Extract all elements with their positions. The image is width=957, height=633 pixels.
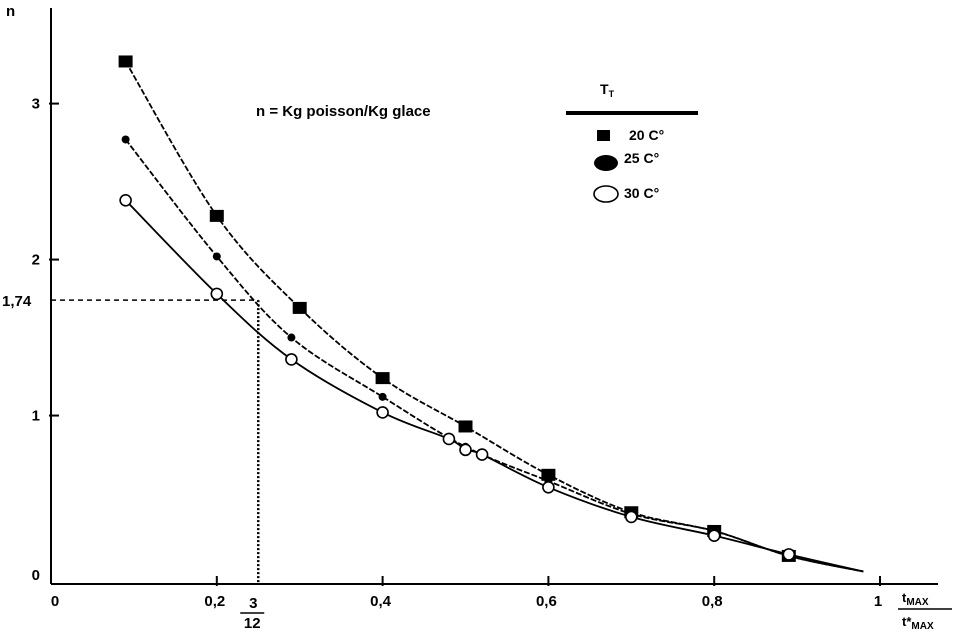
annotation-text: n = Kg poisson/Kg glace — [256, 103, 431, 120]
series-2-point-3 — [287, 333, 296, 342]
series-3-point-10 — [707, 529, 721, 542]
series-1-point-1 — [118, 55, 133, 68]
x-tick-label-5: 1 — [874, 593, 882, 610]
x-tick-label-4: 0,8 — [702, 593, 723, 610]
series-3-point-1 — [119, 193, 132, 207]
series-1-point-6 — [541, 468, 556, 481]
x-axis-title: tMAX t*MAX — [898, 590, 952, 632]
x-axis-title-denominator-sub: MAX — [911, 621, 934, 632]
series-curves — [124, 61, 864, 573]
legend-label-series-1: 20 C° — [629, 127, 664, 143]
legend-marker-square-filled — [597, 130, 610, 141]
axis-ticks: 0 0,2 0,4 0,6 0,8 1 0 1 2 3 — [32, 96, 883, 610]
series-3-point-7 — [475, 448, 489, 461]
reference-x-label-denominator: 12 — [244, 615, 261, 632]
series-2-point-4 — [378, 392, 387, 401]
svg-text:t*MAX: t*MAX — [902, 614, 934, 632]
series-3-point-11 — [782, 548, 796, 561]
x-tick-label-0: 0 — [51, 593, 59, 610]
svg-text:tMAX: tMAX — [902, 590, 929, 608]
series-1-point-4 — [375, 372, 390, 385]
reference-y-label: 1,74 — [2, 293, 32, 310]
x-axis-title-numerator: t — [902, 590, 907, 605]
series-3-point-9 — [624, 510, 638, 524]
legend-marker-circle-open — [593, 185, 619, 203]
series-3-point-4 — [376, 406, 389, 419]
reference-lines: 1,74 3 12 — [2, 293, 265, 632]
series-2-point-1 — [121, 135, 130, 144]
axes — [50, 8, 938, 585]
x-axis-title-denominator: t* — [902, 614, 912, 629]
x-tick-label-2: 0,4 — [370, 593, 392, 610]
legend: TT 20 C° 25 C° 30 C° — [566, 81, 698, 203]
x-tick-label-3: 0,6 — [536, 593, 557, 610]
y-tick-label-2: 2 — [32, 252, 40, 269]
series-3-point-5 — [442, 432, 456, 446]
y-tick-label-3: 3 — [32, 96, 40, 113]
y-tick-label-0: 0 — [32, 567, 40, 584]
reference-x-label-numerator: 3 — [249, 595, 257, 612]
y-axis-title: n — [6, 3, 15, 20]
x-tick-label-1: 0,2 — [204, 593, 225, 610]
series-2-point-2 — [212, 252, 221, 261]
series-3-line — [124, 199, 864, 573]
legend-title: TT — [600, 81, 615, 99]
series-3-point-8 — [542, 480, 555, 494]
y-tick-label-1: 1 — [32, 408, 40, 425]
legend-marker-circle-filled — [594, 155, 618, 171]
series-1-point-2 — [209, 209, 224, 222]
x-axis-title-numerator-sub: MAX — [906, 597, 929, 608]
legend-label-series-3: 30 C° — [624, 185, 659, 201]
series-3-point-2 — [210, 287, 224, 301]
legend-label-series-2: 25 C° — [624, 150, 659, 166]
series-1-point-5 — [458, 420, 473, 433]
series-3-point-3 — [285, 353, 298, 366]
series-markers — [118, 55, 796, 562]
series-1-line — [124, 61, 864, 573]
series-2-line — [124, 138, 864, 573]
series-1-point-3 — [292, 301, 307, 314]
series-3-point-6 — [459, 443, 472, 457]
